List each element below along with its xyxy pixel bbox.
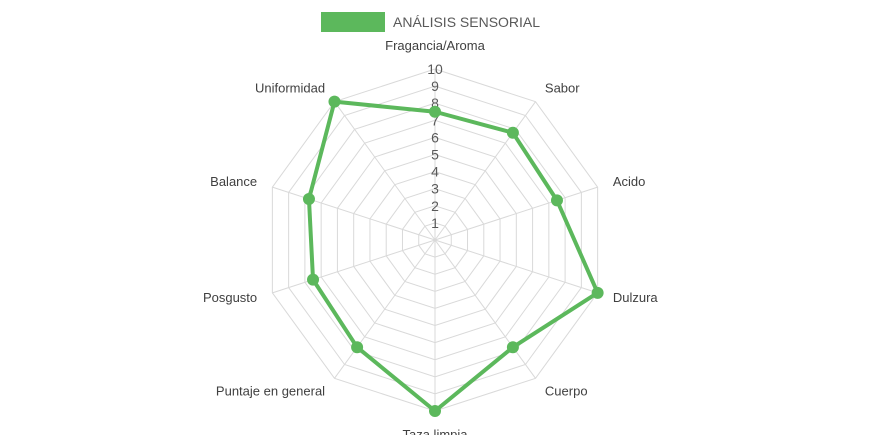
grid-spoke [434,186,598,241]
tick-label: 6 [431,129,439,145]
category-label: Uniformidad [255,81,325,96]
tick-label: 3 [431,181,439,197]
category-label: Fragancia/Aroma [385,38,485,53]
grid-spoke [434,239,598,294]
data-point [591,286,604,299]
data-point [302,193,315,206]
category-labels: Fragancia/Aroma Sabor Acido Dulzura Cuerpo Ta… [203,38,658,435]
data-point [328,95,341,108]
grid-spoke [434,239,536,379]
series-layer [302,95,604,417]
data-point [429,405,441,417]
legend-swatch [321,12,385,32]
data-point [506,126,519,139]
tick-label: 1 [431,215,439,231]
data-point [351,341,364,354]
category-label: Cuerpo [545,383,588,398]
grid-spoke [272,239,436,294]
data-point [307,273,320,286]
tick-label: 8 [431,95,439,111]
category-label: Taza limpia [402,427,468,435]
grid-spoke [434,101,536,241]
tick-label: 4 [431,164,439,180]
data-point [429,105,441,118]
grid-spoke [334,239,436,379]
category-label: Sabor [545,81,580,96]
category-label: Dulzura [613,290,659,305]
category-label: Acido [613,174,646,189]
grid-spoke [334,101,436,241]
tick-label: 2 [431,198,439,214]
data-point [506,341,519,354]
category-label: Puntaje en general [216,383,325,398]
category-label: Balance [210,174,257,189]
tick-label: 5 [431,147,439,163]
series-line [306,99,600,413]
tick-label: 9 [431,78,439,94]
data-point [550,194,563,207]
tick-label: 7 [431,112,439,128]
chart-legend: ANÁLISIS SENSORIAL [321,11,540,33]
grid-spoke [272,186,436,241]
category-label: Posgusto [203,290,257,305]
tick-label: 10 [427,61,443,77]
legend-label: ANÁLISIS SENSORIAL [393,14,541,30]
